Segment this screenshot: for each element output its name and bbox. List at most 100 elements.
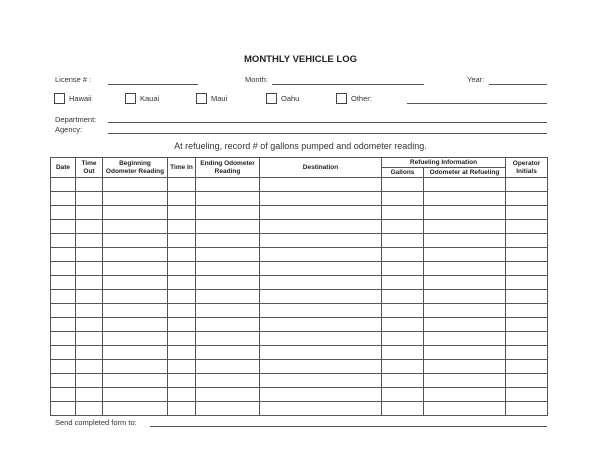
table-cell[interactable] — [167, 359, 196, 374]
table-cell[interactable] — [102, 373, 168, 388]
table-cell[interactable] — [259, 303, 382, 318]
month-field[interactable] — [272, 84, 424, 85]
table-cell[interactable] — [195, 345, 260, 360]
table-cell[interactable] — [259, 331, 382, 346]
table-cell[interactable] — [505, 373, 549, 388]
table-cell[interactable] — [50, 219, 76, 234]
table-cell[interactable] — [505, 303, 549, 318]
table-cell[interactable] — [50, 177, 76, 192]
table-cell[interactable] — [102, 191, 168, 206]
table-cell[interactable] — [50, 345, 76, 360]
table-cell[interactable] — [195, 247, 260, 262]
table-cell[interactable] — [422, 219, 507, 234]
table-cell[interactable] — [505, 233, 549, 248]
table-cell[interactable] — [195, 387, 260, 402]
table-cell[interactable] — [259, 317, 382, 332]
table-cell[interactable] — [195, 303, 260, 318]
table-cell[interactable] — [75, 387, 103, 402]
table-cell[interactable] — [102, 219, 168, 234]
table-cell[interactable] — [102, 331, 168, 346]
table-cell[interactable] — [75, 233, 103, 248]
table-cell[interactable] — [381, 233, 424, 248]
table-cell[interactable] — [505, 177, 549, 192]
table-cell[interactable] — [75, 331, 103, 346]
table-cell[interactable] — [505, 359, 549, 374]
hawaii-checkbox[interactable] — [54, 93, 65, 104]
table-cell[interactable] — [167, 289, 196, 304]
table-cell[interactable] — [422, 345, 507, 360]
table-cell[interactable] — [102, 177, 168, 192]
table-cell[interactable] — [381, 317, 424, 332]
table-cell[interactable] — [195, 289, 260, 304]
table-cell[interactable] — [50, 205, 76, 220]
other-checkbox[interactable] — [336, 93, 347, 104]
table-cell[interactable] — [75, 373, 103, 388]
table-cell[interactable] — [422, 331, 507, 346]
table-cell[interactable] — [195, 331, 260, 346]
table-cell[interactable] — [75, 317, 103, 332]
table-cell[interactable] — [381, 275, 424, 290]
table-cell[interactable] — [381, 401, 424, 416]
table-cell[interactable] — [381, 345, 424, 360]
table-cell[interactable] — [422, 233, 507, 248]
oahu-checkbox[interactable] — [266, 93, 277, 104]
table-cell[interactable] — [75, 219, 103, 234]
license-field[interactable] — [108, 84, 198, 85]
year-field[interactable] — [489, 84, 547, 85]
table-cell[interactable] — [167, 233, 196, 248]
table-cell[interactable] — [102, 317, 168, 332]
table-cell[interactable] — [381, 359, 424, 374]
table-cell[interactable] — [75, 191, 103, 206]
table-cell[interactable] — [50, 289, 76, 304]
table-cell[interactable] — [75, 289, 103, 304]
table-cell[interactable] — [381, 219, 424, 234]
table-cell[interactable] — [167, 261, 196, 276]
table-cell[interactable] — [422, 289, 507, 304]
table-cell[interactable] — [195, 191, 260, 206]
table-cell[interactable] — [422, 205, 507, 220]
table-cell[interactable] — [505, 247, 549, 262]
table-cell[interactable] — [381, 373, 424, 388]
table-cell[interactable] — [102, 387, 168, 402]
table-cell[interactable] — [381, 177, 424, 192]
table-cell[interactable] — [167, 303, 196, 318]
table-cell[interactable] — [259, 345, 382, 360]
table-cell[interactable] — [50, 247, 76, 262]
table-cell[interactable] — [422, 401, 507, 416]
table-cell[interactable] — [102, 261, 168, 276]
table-cell[interactable] — [195, 275, 260, 290]
table-cell[interactable] — [259, 233, 382, 248]
table-cell[interactable] — [50, 359, 76, 374]
table-cell[interactable] — [381, 205, 424, 220]
table-cell[interactable] — [259, 177, 382, 192]
table-cell[interactable] — [381, 387, 424, 402]
table-cell[interactable] — [505, 289, 549, 304]
table-cell[interactable] — [75, 177, 103, 192]
table-cell[interactable] — [50, 191, 76, 206]
table-cell[interactable] — [422, 317, 507, 332]
table-cell[interactable] — [195, 359, 260, 374]
table-cell[interactable] — [167, 191, 196, 206]
table-cell[interactable] — [50, 387, 76, 402]
table-cell[interactable] — [50, 401, 76, 416]
table-cell[interactable] — [422, 373, 507, 388]
table-cell[interactable] — [422, 387, 507, 402]
table-cell[interactable] — [102, 289, 168, 304]
table-cell[interactable] — [102, 205, 168, 220]
table-cell[interactable] — [259, 401, 382, 416]
table-cell[interactable] — [50, 261, 76, 276]
table-cell[interactable] — [50, 303, 76, 318]
table-cell[interactable] — [195, 177, 260, 192]
table-cell[interactable] — [259, 373, 382, 388]
table-cell[interactable] — [195, 317, 260, 332]
table-cell[interactable] — [195, 233, 260, 248]
table-cell[interactable] — [381, 247, 424, 262]
table-cell[interactable] — [381, 303, 424, 318]
department-field[interactable] — [108, 122, 547, 123]
table-cell[interactable] — [505, 331, 549, 346]
table-cell[interactable] — [50, 233, 76, 248]
table-cell[interactable] — [422, 247, 507, 262]
table-cell[interactable] — [259, 359, 382, 374]
table-cell[interactable] — [102, 359, 168, 374]
table-cell[interactable] — [195, 401, 260, 416]
